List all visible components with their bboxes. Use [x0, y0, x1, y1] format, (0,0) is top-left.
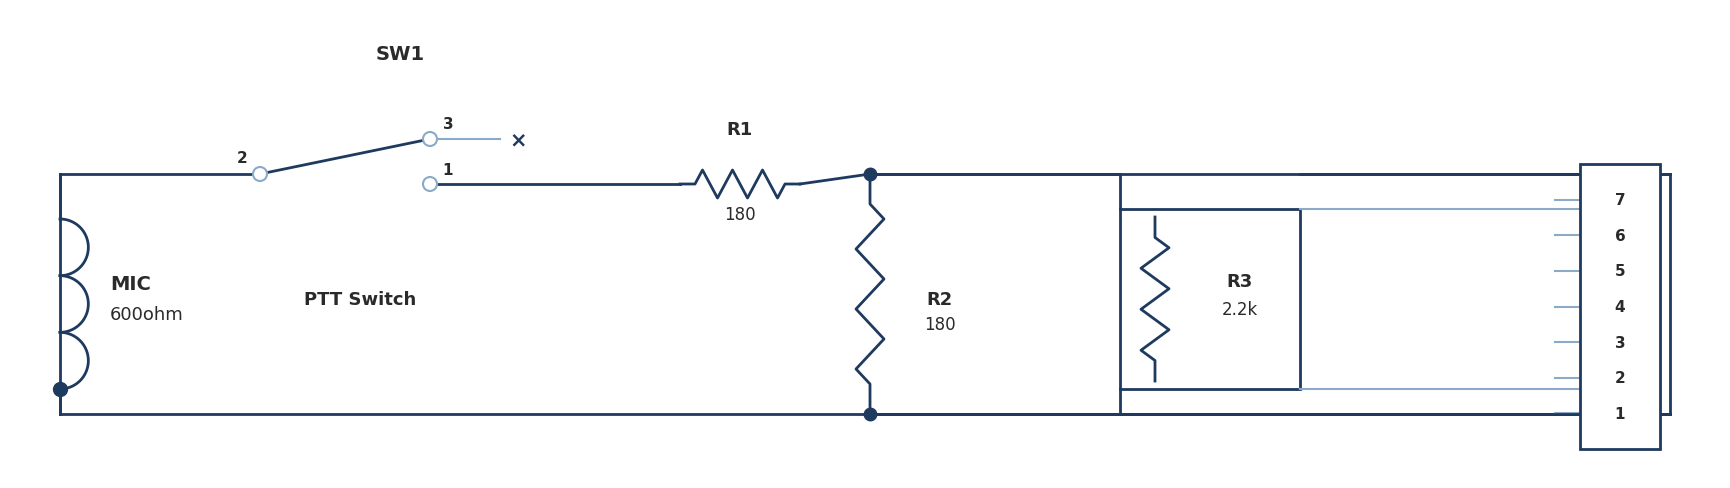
Text: MIC: MIC	[111, 275, 151, 294]
Text: 1: 1	[443, 163, 453, 178]
Text: 6: 6	[1614, 228, 1624, 243]
Text: 2: 2	[237, 151, 247, 166]
Text: 3: 3	[443, 117, 453, 132]
Text: 3: 3	[1614, 335, 1624, 350]
Text: 4: 4	[1614, 299, 1624, 314]
Text: R1: R1	[727, 121, 753, 139]
Text: 180: 180	[723, 205, 756, 224]
Circle shape	[422, 133, 436, 147]
Circle shape	[253, 168, 266, 182]
Text: R2: R2	[926, 290, 953, 308]
Text: R3: R3	[1227, 272, 1253, 290]
Text: ×: ×	[509, 130, 526, 150]
Text: 600ohm: 600ohm	[111, 305, 183, 324]
Text: 2: 2	[1614, 370, 1624, 386]
Circle shape	[422, 178, 436, 192]
Bar	[1579, 164, 1659, 449]
Text: 5: 5	[1614, 264, 1624, 279]
Text: PTT Switch: PTT Switch	[304, 290, 415, 308]
Bar	[1119, 209, 1299, 389]
Text: 7: 7	[1614, 193, 1624, 208]
Text: 180: 180	[924, 315, 955, 333]
Text: 1: 1	[1614, 406, 1624, 421]
Text: 2.2k: 2.2k	[1221, 301, 1258, 318]
Text: SW1: SW1	[375, 45, 424, 64]
